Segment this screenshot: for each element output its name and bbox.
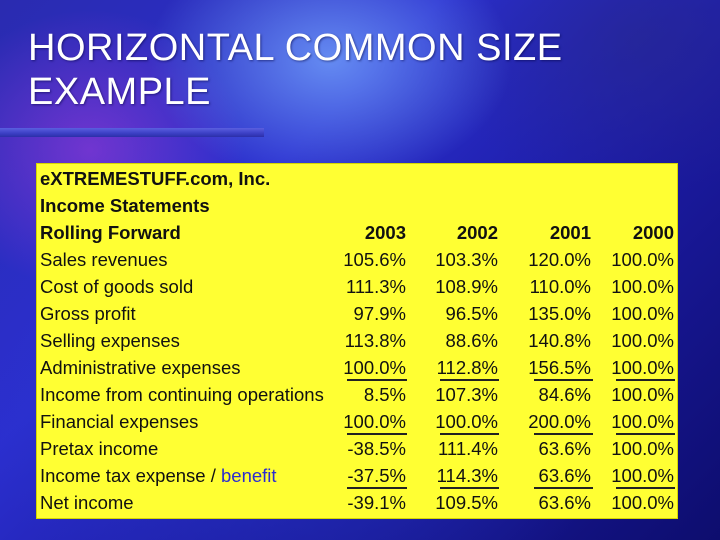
cell-value: 100.0% xyxy=(343,357,406,378)
cell-value: -38.5% xyxy=(347,438,406,459)
statement-title: Income Statements xyxy=(40,195,210,216)
cell-value: 108.9% xyxy=(435,276,498,297)
cell-value: 100.0% xyxy=(343,411,406,432)
subtotal-underline xyxy=(440,487,499,489)
row-label: Net income xyxy=(40,492,134,513)
cell-value: 100.0% xyxy=(611,249,674,270)
subtotal-underline xyxy=(616,433,675,435)
table-row: Sales revenues 105.6% 103.3% 120.0% 100.… xyxy=(36,246,678,273)
row-label: Cost of goods sold xyxy=(40,276,194,297)
year-header: 2000 xyxy=(632,222,674,243)
cell-value: 111.3% xyxy=(346,276,406,297)
cell-value: 140.8% xyxy=(528,330,591,351)
cell-value: 8.5% xyxy=(363,384,406,405)
cell-value: 63.6% xyxy=(538,465,591,486)
subtotal-underline xyxy=(534,379,593,381)
cell-value: 109.5% xyxy=(435,492,498,513)
subtotal-underline xyxy=(347,379,407,381)
cell-value: 100.0% xyxy=(435,411,498,432)
table-row: Cost of goods sold 111.3% 108.9% 110.0% … xyxy=(36,273,678,300)
cell-value: 114.3% xyxy=(436,465,498,486)
cell-value: 100.0% xyxy=(611,411,674,432)
cell-value: 105.6% xyxy=(343,249,406,270)
cell-value: 63.6% xyxy=(538,438,591,459)
table-row: Financial expenses 100.0% 100.0% 200.0% … xyxy=(36,408,678,435)
cell-value: 100.0% xyxy=(611,384,674,405)
row-label: Income tax expense / benefit xyxy=(40,462,277,489)
table-row: Income tax expense / benefit -37.5% 114.… xyxy=(36,462,678,489)
company-name-row: eXTREMESTUFF.com, Inc. xyxy=(36,165,678,192)
cell-value: 200.0% xyxy=(528,411,591,432)
title-underline-bar xyxy=(0,128,264,137)
company-name: eXTREMESTUFF.com, Inc. xyxy=(40,168,271,189)
cell-value: 84.6% xyxy=(538,384,591,405)
subtotal-underline xyxy=(616,379,675,381)
cell-value: 100.0% xyxy=(611,330,674,351)
subtotal-underline xyxy=(534,487,593,489)
year-header: 2002 xyxy=(456,222,498,243)
cell-value: 156.5% xyxy=(528,357,591,378)
cell-value: 97.9% xyxy=(353,303,406,324)
table-row: Gross profit 97.9% 96.5% 135.0% 100.0% xyxy=(36,300,678,327)
row-label: Gross profit xyxy=(40,303,136,324)
table-row: Net income -39.1% 109.5% 63.6% 100.0% xyxy=(36,489,678,516)
cell-value: 88.6% xyxy=(445,330,498,351)
table-row: Selling expenses 113.8% 88.6% 140.8% 100… xyxy=(36,327,678,354)
row-label: Sales revenues xyxy=(40,249,168,270)
table-row: Pretax income -38.5% 111.4% 63.6% 100.0% xyxy=(36,435,678,462)
cell-value: 63.6% xyxy=(538,492,591,513)
cell-value: 110.0% xyxy=(529,276,591,297)
row-label-highlight: benefit xyxy=(221,465,277,486)
cell-value: 135.0% xyxy=(528,303,591,324)
subtotal-underline xyxy=(347,433,407,435)
slide-title-line-1: HORIZONTAL COMMON SIZE xyxy=(28,27,563,69)
row-label: Income from continuing operations xyxy=(40,384,324,405)
row-label: Pretax income xyxy=(40,438,159,459)
year-header: 2003 xyxy=(364,222,406,243)
row-label: Selling expenses xyxy=(40,330,180,351)
row-label: Administrative expenses xyxy=(40,357,241,378)
cell-value: 120.0% xyxy=(528,249,591,270)
cell-value: 113.8% xyxy=(344,330,406,351)
row-label: Financial expenses xyxy=(40,411,199,432)
table-row: Income from continuing operations 8.5% 1… xyxy=(36,381,678,408)
cell-value: 107.3% xyxy=(435,384,498,405)
subtotal-underline xyxy=(534,433,593,435)
cell-value: 100.0% xyxy=(611,465,674,486)
subtotal-underline xyxy=(440,379,499,381)
income-statement-table: eXTREMESTUFF.com, Inc. Income Statements… xyxy=(36,163,678,519)
cell-value: 111.4% xyxy=(438,438,498,459)
subtotal-underline xyxy=(440,433,499,435)
row-label-part: Income tax expense / xyxy=(40,465,221,486)
cell-value: 100.0% xyxy=(611,438,674,459)
cell-value: 112.8% xyxy=(436,357,498,378)
year-header: 2001 xyxy=(549,222,591,243)
basis-label: Rolling Forward xyxy=(40,222,181,243)
slide-title-line-2: EXAMPLE xyxy=(28,71,212,113)
subtotal-underline xyxy=(616,487,675,489)
table-row: Administrative expenses 100.0% 112.8% 15… xyxy=(36,354,678,381)
cell-value: 103.3% xyxy=(435,249,498,270)
statement-title-row: Income Statements xyxy=(36,192,678,219)
cell-value: 100.0% xyxy=(611,492,674,513)
subtotal-underline xyxy=(347,487,407,489)
slide-title: HORIZONTAL COMMON SIZE EXAMPLE xyxy=(28,26,648,114)
header-row: Rolling Forward 2003 2002 2001 2000 xyxy=(36,219,678,246)
cell-value: -39.1% xyxy=(347,492,406,513)
cell-value: 96.5% xyxy=(445,303,498,324)
cell-value: 100.0% xyxy=(611,276,674,297)
cell-value: 100.0% xyxy=(611,357,674,378)
cell-value: -37.5% xyxy=(347,465,406,486)
cell-value: 100.0% xyxy=(611,303,674,324)
